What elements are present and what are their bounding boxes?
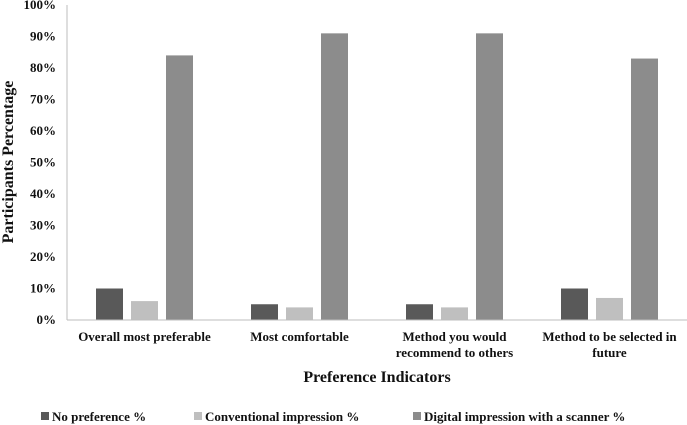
y-tick-label: 40% <box>30 186 56 201</box>
legend-swatch <box>413 412 421 420</box>
y-tick-label: 100% <box>24 0 57 12</box>
y-tick-label: 90% <box>30 29 56 44</box>
y-tick-label: 50% <box>30 155 56 170</box>
y-tick-label: 20% <box>30 249 56 264</box>
y-tick-label: 10% <box>30 281 56 296</box>
y-axis-ticks: 0% 10% 20% 30% 40% 50% 60% 70% 80% 90% 100% <box>24 0 57 327</box>
bar <box>561 288 588 320</box>
bar <box>286 307 313 320</box>
y-tick-label: 30% <box>30 218 56 233</box>
bar <box>631 58 658 321</box>
y-tick-label: 80% <box>30 60 56 75</box>
bar <box>321 33 348 320</box>
bars <box>96 33 658 321</box>
x-category-label: Most comfortable <box>250 329 349 344</box>
legend-swatch <box>41 412 49 420</box>
bar <box>166 55 193 321</box>
legend: No preference % Conventional impression %… <box>41 409 625 424</box>
bar <box>476 33 503 320</box>
x-axis-title: Preference Indicators <box>303 369 450 386</box>
bar <box>406 304 433 320</box>
x-category-label: Method to be selected in future <box>542 329 677 360</box>
y-tick-label: 70% <box>30 92 56 107</box>
bar <box>96 288 123 320</box>
bar <box>596 297 623 320</box>
x-axis-categories: Overall most preferable Most comfortable M… <box>78 329 677 360</box>
legend-label: Digital impression with a scanner % <box>424 409 625 424</box>
legend-swatch <box>194 412 202 420</box>
bar <box>251 304 278 320</box>
bar <box>131 301 158 320</box>
y-tick-label: 0% <box>37 312 57 327</box>
legend-label: No preference % <box>52 409 146 424</box>
x-category-label: Overall most preferable <box>78 329 211 344</box>
legend-label: Conventional impression % <box>205 409 359 424</box>
y-axis-title: Participants Percentage <box>0 81 17 244</box>
y-tick-label: 60% <box>30 123 56 138</box>
x-category-label: Method you would recommend to others <box>396 329 513 360</box>
bar <box>441 307 468 320</box>
